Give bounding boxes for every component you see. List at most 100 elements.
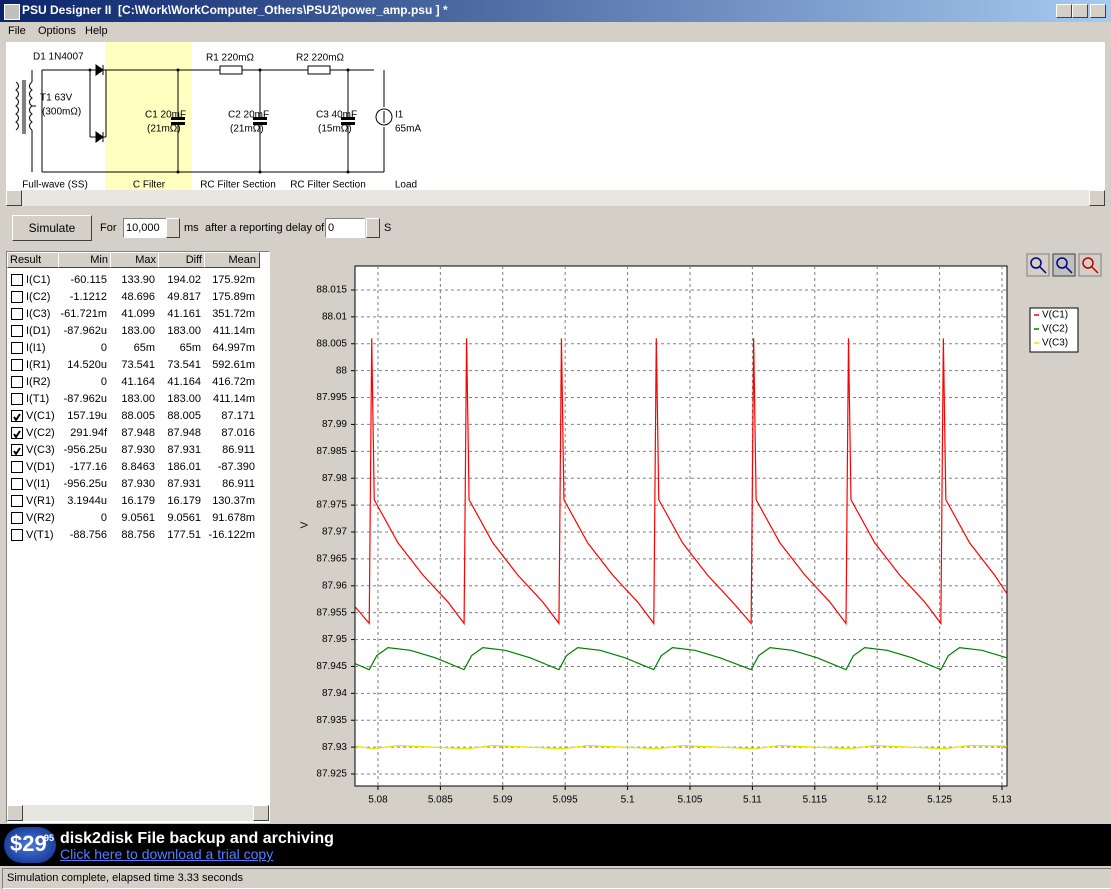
scroll-right[interactable] bbox=[1089, 190, 1105, 206]
x-tick-label: 5.095 bbox=[553, 795, 578, 806]
cell-value: -956.25u bbox=[63, 444, 107, 456]
checkbox[interactable] bbox=[11, 342, 23, 354]
result-name: V(I1) bbox=[26, 478, 50, 490]
cell-value: -60.115 bbox=[70, 274, 108, 286]
cell-value: 41.161 bbox=[167, 308, 201, 320]
checkbox[interactable] bbox=[11, 291, 23, 303]
delay-input[interactable]: 0 bbox=[325, 218, 365, 238]
ad-link[interactable]: Click here to download a trial copy bbox=[60, 846, 274, 862]
section-label: RC Filter Section bbox=[200, 180, 276, 190]
x-tick-label: 5.13 bbox=[992, 795, 1012, 806]
x-tick-label: 5.115 bbox=[803, 795, 828, 806]
y-tick-label: 87.995 bbox=[316, 392, 347, 403]
window-title: PSU Designer II [C:\Work\WorkComputer_Ot… bbox=[22, 3, 448, 17]
title-bar: PSU Designer II [C:\Work\WorkComputer_Ot… bbox=[0, 0, 1111, 22]
cell-value: 41.099 bbox=[121, 308, 155, 320]
x-tick-label: 5.09 bbox=[493, 795, 513, 806]
cell-value: 64.997m bbox=[212, 342, 255, 354]
checkbox[interactable] bbox=[11, 427, 23, 439]
y-axis-label: V bbox=[300, 521, 311, 528]
checkbox[interactable] bbox=[11, 376, 23, 388]
cell-value: 87.930 bbox=[121, 478, 155, 490]
menu-options[interactable]: Options bbox=[38, 25, 76, 37]
price-cents: 95 bbox=[44, 833, 55, 843]
check-mark bbox=[13, 447, 21, 456]
y-tick-label: 88.005 bbox=[316, 338, 347, 349]
price: $29 bbox=[10, 831, 47, 856]
checkbox[interactable] bbox=[11, 393, 23, 405]
result-name: I(C3) bbox=[26, 308, 51, 320]
close-button[interactable] bbox=[1090, 4, 1106, 18]
checkbox[interactable] bbox=[11, 478, 23, 490]
cell-value: 183.00 bbox=[167, 393, 201, 405]
scroll-left[interactable] bbox=[6, 190, 22, 206]
checkbox[interactable] bbox=[11, 461, 23, 473]
cell-value: 411.14m bbox=[213, 325, 255, 337]
delay-unit: S bbox=[384, 222, 392, 234]
section-label: C Filter bbox=[133, 180, 166, 190]
cell-value: 86.911 bbox=[222, 478, 255, 490]
maximize-button[interactable] bbox=[1072, 4, 1088, 18]
plot-area bbox=[354, 265, 1008, 787]
cell-value: 592.61m bbox=[212, 359, 255, 371]
column-header: Min bbox=[58, 252, 112, 268]
r2-label: R2 220mΩ bbox=[296, 53, 345, 64]
checkbox[interactable] bbox=[11, 325, 23, 337]
c2-resistance: (21mΩ) bbox=[230, 124, 264, 135]
y-tick-label: 87.96 bbox=[322, 580, 347, 591]
checkbox[interactable] bbox=[11, 444, 23, 456]
chart-panel: V 87.925 87.93 87.935 87.94 87.945 87.95 87.95… bbox=[300, 253, 1102, 806]
column-header: Max bbox=[110, 252, 160, 268]
cell-value: 91.678m bbox=[212, 512, 255, 524]
scroll-left[interactable] bbox=[7, 805, 23, 821]
cell-value: 175.89m bbox=[212, 291, 255, 303]
d1-label: D1 1N4007 bbox=[33, 52, 84, 63]
checkbox[interactable] bbox=[11, 410, 23, 422]
simulate-button[interactable]: Simulate bbox=[12, 215, 92, 241]
cell-value: 41.164 bbox=[167, 376, 201, 388]
results-table: Result Min Max Diff Mean I(C1) -60.115 133.90 19… bbox=[6, 251, 270, 823]
cell-value: 73.541 bbox=[167, 359, 201, 371]
section-label: Load bbox=[395, 180, 417, 190]
checkbox[interactable] bbox=[11, 308, 23, 320]
column-header: Result bbox=[7, 252, 60, 268]
scroll-right[interactable] bbox=[253, 805, 269, 821]
checkbox[interactable] bbox=[11, 529, 23, 541]
check-mark bbox=[13, 413, 21, 422]
cell-value: 0 bbox=[100, 512, 107, 524]
y-tick-label: 88.015 bbox=[316, 285, 347, 296]
cell-value: 48.696 bbox=[121, 291, 155, 303]
cell-value: -61.721m bbox=[60, 308, 107, 320]
cell-value: 86.911 bbox=[222, 444, 255, 456]
result-name: V(C2) bbox=[26, 427, 55, 439]
cell-value: 14.520u bbox=[67, 359, 107, 371]
series-line bbox=[355, 744, 1008, 750]
cell-value: 0 bbox=[100, 342, 107, 354]
ad-banner[interactable]: $29 95 disk2disk File backup and archivi… bbox=[0, 824, 1111, 866]
table-scrollbar[interactable] bbox=[7, 805, 269, 821]
minimize-button[interactable] bbox=[1056, 4, 1072, 18]
delay-label: after a reporting delay of bbox=[205, 222, 325, 234]
checkbox[interactable] bbox=[11, 495, 23, 507]
duration-spinner[interactable] bbox=[166, 218, 180, 238]
x-tick-label: 5.085 bbox=[428, 795, 453, 806]
duration-input[interactable]: 10,000 bbox=[123, 218, 167, 238]
cell-value: 65m bbox=[179, 342, 201, 354]
y-tick-label: 88 bbox=[336, 365, 348, 376]
menu-file[interactable]: File bbox=[8, 25, 26, 37]
checkbox[interactable] bbox=[11, 274, 23, 286]
cell-value: 87.931 bbox=[167, 444, 201, 456]
cell-value: 157.19u bbox=[67, 410, 107, 422]
section-label: RC Filter Section bbox=[290, 180, 366, 190]
section-label: Full-wave (SS) bbox=[22, 180, 88, 190]
delay-spinner[interactable] bbox=[366, 218, 380, 238]
schematic-scrollbar[interactable] bbox=[6, 190, 1105, 206]
cell-value: 73.541 bbox=[121, 359, 155, 371]
checkbox[interactable] bbox=[11, 359, 23, 371]
menu-help[interactable]: Help bbox=[85, 25, 108, 37]
checkbox[interactable] bbox=[11, 512, 23, 524]
cell-value: 0 bbox=[100, 376, 107, 388]
legend-label: V(C2) bbox=[1042, 324, 1068, 335]
legend-label: V(C3) bbox=[1042, 338, 1068, 349]
cell-value: 183.00 bbox=[121, 325, 155, 337]
